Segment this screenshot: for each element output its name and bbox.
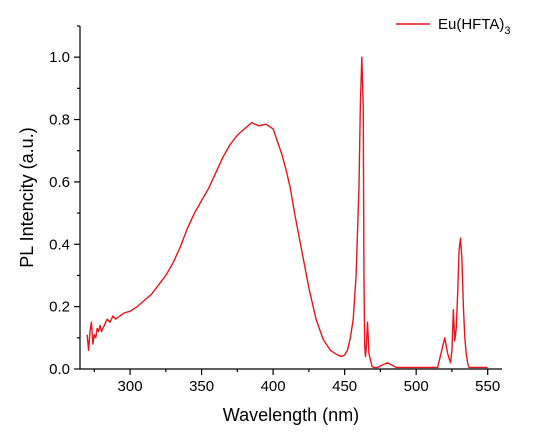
x-axis-title: Wavelength (nm): [223, 405, 359, 425]
x-tick-label: 500: [404, 378, 429, 395]
legend-label-subscript: 3: [504, 25, 510, 37]
legend: Eu(HFTA)3: [396, 16, 511, 37]
series-line-eu-hfta: [86, 56, 488, 369]
y-axis-ticks: 0.0 0.2 0.4 0.6 0.8 1.0: [49, 25, 80, 378]
y-tick-label: 0.2: [49, 299, 70, 316]
legend-label: Eu(HFTA)3: [438, 16, 511, 37]
x-tick-label: 350: [189, 378, 214, 395]
y-tick-label: 0.8: [49, 112, 70, 129]
y-axis-title: PL Intencity (a.u.): [17, 127, 37, 267]
x-tick-label: 550: [475, 378, 500, 395]
y-tick-label: 1.0: [49, 49, 70, 66]
y-tick-label: 0.4: [49, 236, 70, 253]
x-tick-label: 300: [118, 378, 143, 395]
x-tick-label: 400: [261, 378, 286, 395]
legend-label-main: Eu(HFTA): [438, 16, 504, 33]
y-tick-label: 0.6: [49, 174, 70, 191]
x-axis-ticks: 300 350 400 450 500 550: [93, 369, 500, 395]
y-tick-label: 0.0: [49, 361, 70, 378]
x-tick-label: 450: [332, 378, 357, 395]
